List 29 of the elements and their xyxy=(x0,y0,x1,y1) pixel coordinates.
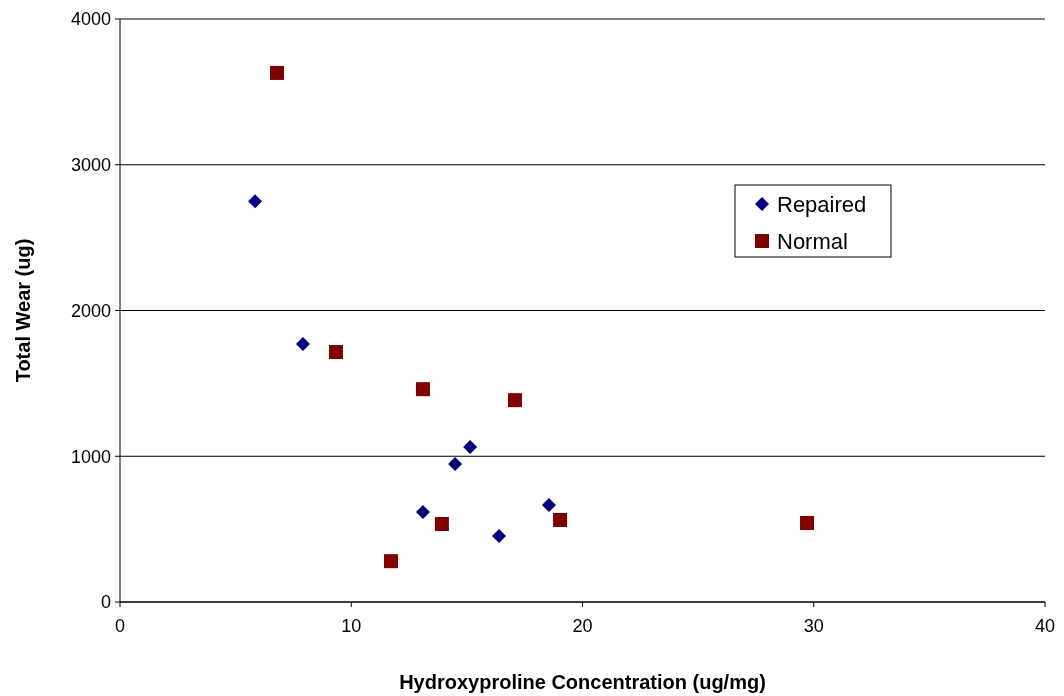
point xyxy=(463,440,478,455)
point xyxy=(553,512,568,527)
y-tick-label: 0 xyxy=(100,592,111,613)
point xyxy=(248,194,263,209)
point xyxy=(415,505,430,520)
point xyxy=(270,65,285,80)
point xyxy=(507,393,522,408)
legend-label: Repaired xyxy=(777,191,867,217)
x-tick-label: 0 xyxy=(114,616,126,636)
y-axis-title: Total Wear (ug) xyxy=(12,238,34,383)
point xyxy=(448,456,463,471)
y-tick-label: 1000 xyxy=(70,446,111,467)
point xyxy=(541,498,556,513)
x-axis-title: Hydroxyproline Concentration (ug/mg) xyxy=(399,671,766,693)
x-tick-label: 40 xyxy=(1034,616,1056,636)
y-tick-label: 3000 xyxy=(70,155,111,176)
x-tick-label: 10 xyxy=(341,616,362,636)
x-tick-label: 30 xyxy=(803,616,824,636)
point xyxy=(800,516,815,530)
point xyxy=(492,528,507,543)
legend-label: Normal xyxy=(777,228,848,254)
point xyxy=(415,382,430,397)
point xyxy=(295,337,310,352)
y-tick-label: 2000 xyxy=(70,300,111,321)
point xyxy=(384,554,399,569)
x-tick-label: 20 xyxy=(572,616,593,636)
y-tick-label: 4000 xyxy=(70,9,111,30)
point xyxy=(434,517,449,532)
point xyxy=(328,345,343,360)
